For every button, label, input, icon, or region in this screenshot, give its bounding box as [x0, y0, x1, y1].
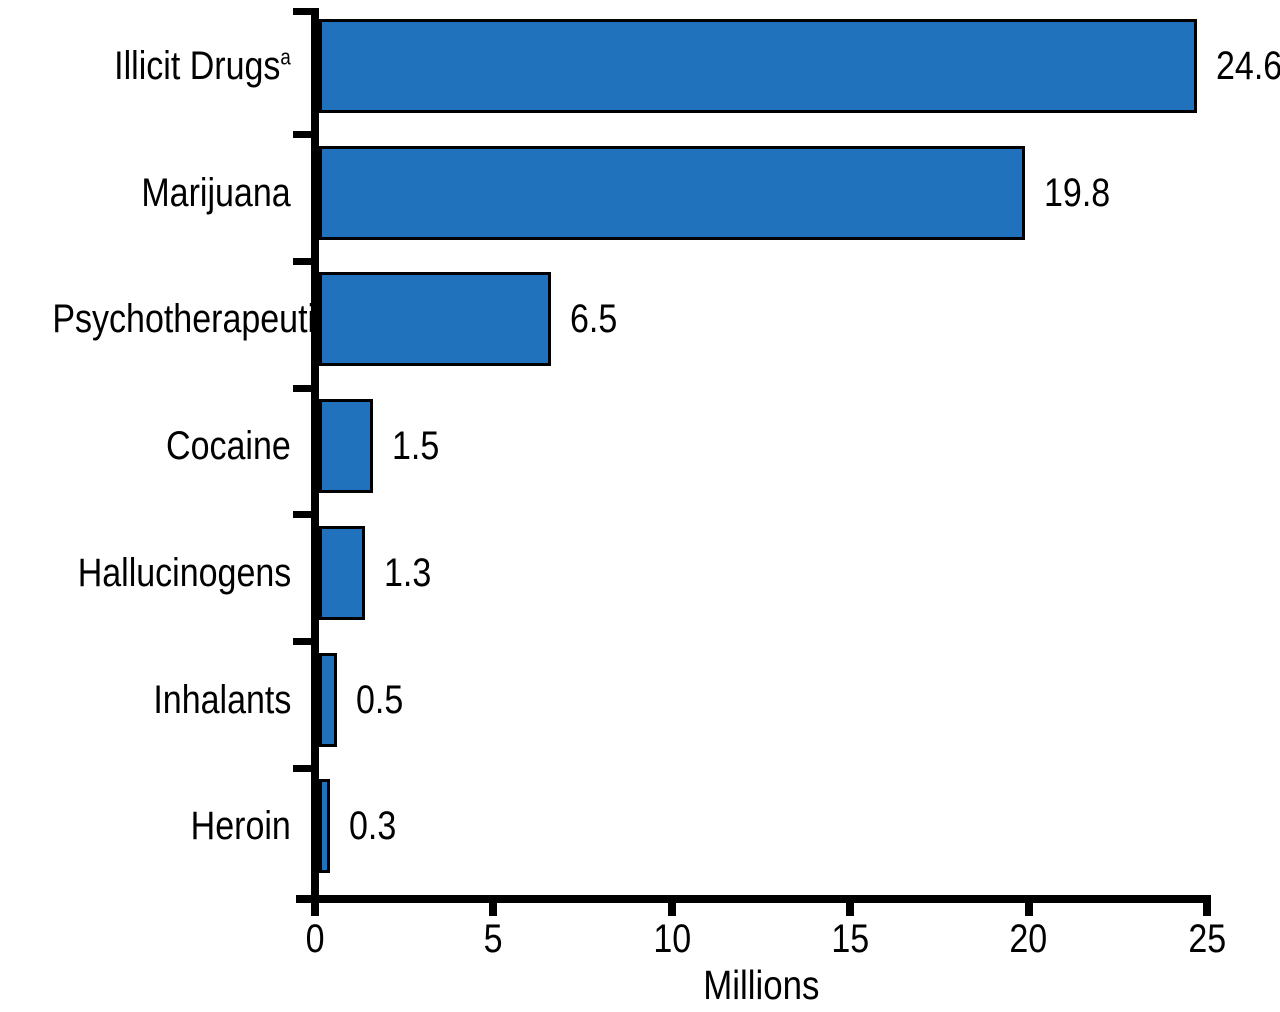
value-label: 24.6	[1216, 43, 1280, 89]
bar	[319, 145, 1026, 240]
value-label-text: 6.5	[569, 297, 618, 342]
category-label-main: Cocaine	[166, 424, 291, 469]
y-axis-tick	[293, 384, 315, 392]
category-label: Hallucinogens	[0, 550, 291, 596]
x-axis-tick	[667, 903, 676, 916]
x-axis-tick-label: 25	[1147, 917, 1267, 961]
category-label-text: Cocaine	[166, 423, 291, 469]
x-axis-tick-label: 15	[790, 917, 910, 961]
x-axis-tick-label: 10	[612, 917, 732, 961]
x-axis-title-text: Millions	[702, 962, 820, 1008]
x-axis-line	[296, 895, 1211, 903]
value-label: 1.3	[384, 550, 440, 596]
y-axis-tick	[293, 131, 315, 139]
x-axis-tick-label: 5	[433, 917, 553, 961]
category-label-main: Illicit Drugs	[114, 44, 281, 88]
category-label-text: Hallucinogens	[77, 550, 291, 596]
x-axis-tick	[1024, 903, 1033, 916]
x-axis-tick-text: 10	[652, 917, 691, 961]
category-label-text: Marijuana	[142, 170, 291, 216]
y-axis-tick	[293, 8, 315, 15]
value-label-text: 0.3	[348, 804, 396, 849]
x-axis-tick-text: 15	[831, 917, 870, 961]
bar	[319, 272, 551, 367]
category-label-text: Heroin	[191, 803, 291, 849]
category-label: Cocaine	[0, 423, 291, 469]
y-axis-tick	[293, 638, 315, 646]
category-label-main: Hallucinogens	[77, 550, 291, 595]
category-label-main: Heroin	[190, 804, 291, 849]
bar	[319, 525, 366, 620]
x-axis-tick-text: 25	[1188, 917, 1226, 961]
category-label: Psychotherapeutics	[0, 296, 349, 342]
category-label-main: Marijuana	[141, 170, 291, 215]
bar	[319, 19, 1197, 113]
value-label-text: 1.5	[391, 424, 439, 469]
value-label: 1.5	[392, 423, 448, 469]
y-axis-tick	[293, 764, 315, 772]
x-axis-tick-text: 20	[1009, 917, 1048, 961]
category-label-text: Illicit Drugsa	[114, 43, 291, 89]
value-label: 0.3	[349, 803, 405, 849]
bar	[319, 779, 330, 874]
value-label-text: 1.3	[384, 550, 432, 595]
category-label-text: Psychotherapeutics	[52, 296, 349, 342]
category-label-text: Inhalants	[153, 677, 291, 723]
x-axis-tick-label: 0	[255, 917, 375, 961]
y-axis-line	[311, 8, 319, 903]
category-label-superscript: a	[280, 44, 291, 70]
category-label-main: Inhalants	[153, 677, 291, 722]
bar	[319, 652, 337, 747]
x-axis-tick	[489, 903, 498, 916]
x-axis-tick-label: 20	[969, 917, 1089, 961]
x-axis-tick	[1203, 903, 1211, 916]
value-label: 6.5	[570, 296, 626, 342]
x-axis-title: Millions	[611, 962, 911, 1008]
category-label-main: Psychotherapeutics	[52, 297, 350, 342]
y-axis-tick	[293, 511, 315, 519]
y-axis-tick	[293, 257, 315, 265]
x-axis-tick	[846, 903, 855, 916]
x-axis-tick	[311, 903, 319, 916]
category-label: Illicit Drugsa	[0, 43, 291, 89]
category-label: Inhalants	[0, 677, 291, 723]
x-axis-tick-text: 5	[483, 917, 503, 961]
category-label: Heroin	[0, 803, 291, 849]
x-axis-tick-text: 0	[305, 917, 325, 961]
value-label-text: 0.5	[355, 677, 404, 722]
bar	[319, 399, 373, 494]
value-label-text: 19.8	[1044, 170, 1111, 215]
value-label: 0.5	[356, 677, 412, 723]
value-label: 19.8	[1044, 170, 1122, 216]
category-label: Marijuana	[0, 170, 291, 216]
value-label-text: 24.6	[1215, 44, 1280, 88]
